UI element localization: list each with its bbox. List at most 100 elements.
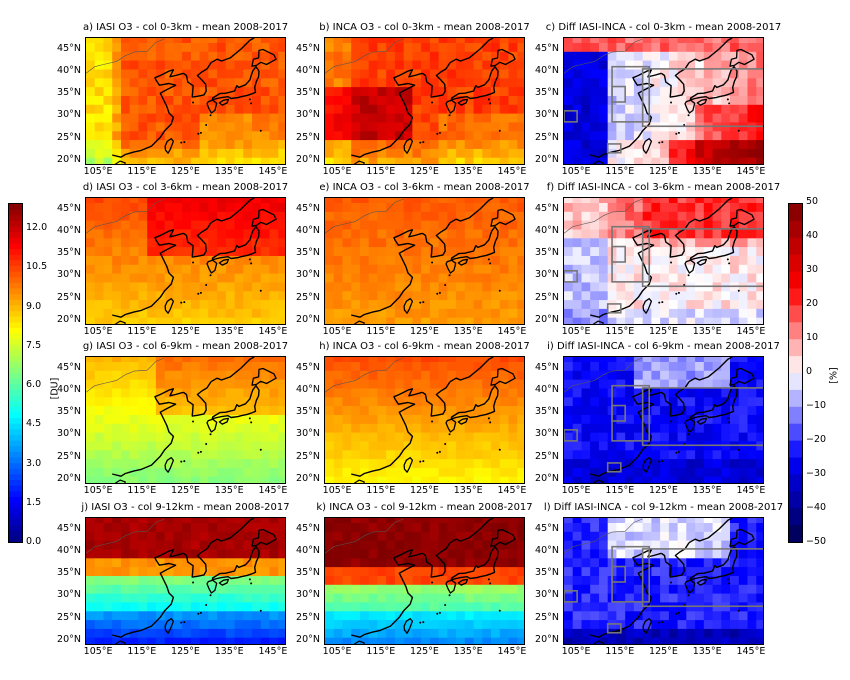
grid-cell [112,449,122,460]
grid-cell [508,387,518,398]
island [180,621,183,624]
grid-cell [447,476,457,483]
grid-cell [721,148,731,158]
grid-cell [633,432,644,442]
grid-cell [112,370,122,380]
grid-cell [721,531,731,541]
grid-cell [360,593,370,603]
grid-cell [677,130,687,141]
grid-cell [243,361,253,371]
map-canvas [85,517,286,645]
coastline [218,417,230,425]
island [431,581,434,584]
grid-cell [199,387,209,398]
grid-cell [386,584,396,594]
grid-cell [730,458,740,468]
grid-cell [499,449,510,460]
grid-cell [564,361,574,371]
grid-cell [668,299,679,309]
map-canvas [324,517,525,645]
grid-cell [260,308,271,318]
colorbar-segment [9,485,22,492]
grid-cell [730,139,740,149]
grid-cell [730,361,740,371]
grid-cell [360,157,370,164]
grid-cell [668,220,679,230]
grid-cell [121,522,131,532]
grid-cell [633,104,644,114]
grid-cell [464,121,475,132]
grid-cell [269,157,279,164]
grid-cell [421,370,431,380]
grid-cell [464,246,475,256]
grid-cell [677,211,687,221]
grid-cell [147,139,157,149]
grid-cell [651,414,661,424]
grid-cell [368,130,378,141]
grid-cell [508,198,518,203]
grid-cell [721,308,731,318]
grid-cell [695,273,705,283]
grid-cell [491,130,501,141]
grid-cell [625,290,635,301]
panel-title: g) IASI O3 - col 6-9km - mean 2008-2017 [82,341,289,352]
grid-cell [112,566,122,576]
grid-cell [394,299,405,309]
grid-cell [456,290,466,301]
grid-cell [677,458,687,468]
grid-cell [668,51,679,61]
study-region-box [611,65,651,123]
grid-cell [278,317,285,324]
grid-cell [403,522,413,532]
grid-cell [234,202,244,212]
grid-cell [243,86,253,96]
grid-cell [243,264,253,274]
lat-tick-label: 30°N [535,428,559,440]
grid-cell [482,423,492,433]
grid-cell [581,405,591,415]
grid-cell [668,370,679,380]
grid-cell [747,540,757,550]
grid-cell [482,38,492,43]
grid-cell [138,104,148,114]
grid-cell [325,379,335,389]
grid-cell [756,255,763,265]
grid-cell [756,264,763,274]
grid-cell [86,86,96,96]
grid-cell [377,148,387,158]
grid-cell [386,198,396,203]
coastline [684,418,696,433]
grid-cell [360,308,370,318]
grid-cell [252,518,262,523]
grid-cell [94,60,104,70]
grid-cell [447,379,457,389]
grid-cell [147,77,157,88]
grid-cell [491,593,501,603]
coastline [564,518,643,554]
coastline [114,479,126,483]
grid-cell [190,77,201,88]
grid-cell [633,42,644,52]
grid-cell [712,432,722,442]
grid-cell [721,405,731,415]
grid-cell [508,38,518,43]
lon-tick-label: 135°E [214,326,244,337]
grid-cell [616,246,626,256]
grid-cell [572,308,582,318]
grid-cell [756,228,763,239]
grid-cell [351,593,361,603]
coastline [729,528,755,547]
grid-cell [234,361,244,371]
grid-cell [325,308,335,318]
grid-cell [695,220,705,230]
grid-cell [173,540,183,550]
grid-cell [394,476,405,483]
grid-cell [660,610,670,621]
grid-cell [473,518,483,523]
grid-cell [129,548,139,559]
grid-cell [403,414,413,424]
grid-cell [412,264,422,274]
grid-cell [386,290,396,301]
coastline [182,381,212,417]
grid-cell [217,273,227,283]
